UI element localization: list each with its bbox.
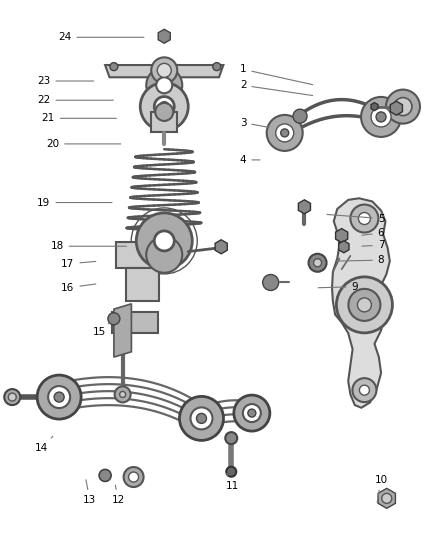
Polygon shape [390, 101, 403, 115]
Polygon shape [332, 198, 390, 408]
Circle shape [308, 254, 327, 272]
Circle shape [4, 389, 20, 405]
Text: 17: 17 [61, 259, 96, 269]
Polygon shape [215, 240, 227, 254]
Text: 11: 11 [226, 473, 239, 491]
Circle shape [156, 77, 172, 93]
Circle shape [386, 90, 420, 124]
Circle shape [151, 58, 177, 83]
Polygon shape [114, 304, 131, 357]
Circle shape [191, 407, 212, 430]
Circle shape [360, 385, 369, 395]
Text: 9: 9 [318, 282, 358, 292]
Circle shape [394, 98, 412, 116]
Circle shape [155, 103, 173, 121]
Circle shape [154, 231, 174, 251]
Circle shape [361, 97, 401, 137]
Circle shape [180, 397, 223, 440]
Text: 8: 8 [336, 255, 385, 265]
Circle shape [99, 470, 111, 481]
Circle shape [314, 259, 321, 267]
Circle shape [357, 298, 371, 312]
Bar [151, 112, 177, 132]
Text: 10: 10 [374, 475, 388, 503]
Circle shape [157, 63, 171, 77]
Circle shape [115, 386, 131, 402]
Circle shape [120, 391, 126, 398]
Text: 6: 6 [362, 228, 385, 238]
Circle shape [129, 472, 138, 482]
Polygon shape [298, 200, 311, 214]
Text: 7: 7 [362, 240, 385, 250]
Text: 3: 3 [240, 118, 269, 127]
Circle shape [353, 378, 376, 402]
Polygon shape [339, 241, 349, 253]
Text: 23: 23 [37, 76, 94, 86]
Text: 16: 16 [61, 283, 96, 293]
Circle shape [281, 129, 289, 137]
Circle shape [146, 237, 182, 273]
Circle shape [124, 467, 144, 487]
Circle shape [159, 102, 169, 111]
Circle shape [248, 409, 256, 417]
Circle shape [146, 67, 182, 103]
Circle shape [37, 375, 81, 419]
Circle shape [350, 205, 378, 232]
Text: 1: 1 [240, 64, 313, 85]
Circle shape [197, 414, 206, 423]
Circle shape [54, 392, 64, 402]
Polygon shape [112, 312, 158, 333]
Circle shape [358, 213, 371, 224]
Circle shape [140, 83, 188, 131]
Circle shape [293, 109, 307, 123]
Text: 2: 2 [240, 80, 313, 95]
Circle shape [108, 313, 120, 325]
Circle shape [48, 386, 70, 408]
Text: 18: 18 [50, 241, 127, 251]
Text: 20: 20 [46, 139, 121, 149]
Polygon shape [378, 488, 396, 508]
Text: 5: 5 [327, 214, 385, 223]
Circle shape [213, 62, 221, 71]
Text: 15: 15 [93, 324, 109, 336]
Circle shape [8, 393, 16, 401]
Bar [126, 268, 159, 301]
Text: 13: 13 [83, 480, 96, 505]
Text: 4: 4 [240, 155, 260, 165]
Text: 24: 24 [58, 33, 144, 42]
Text: 14: 14 [35, 437, 53, 453]
Text: 22: 22 [37, 95, 113, 105]
Text: 19: 19 [37, 198, 112, 207]
Text: 12: 12 [112, 485, 125, 505]
Circle shape [110, 62, 118, 71]
Circle shape [226, 467, 236, 477]
Polygon shape [371, 102, 378, 111]
Circle shape [371, 107, 391, 127]
Polygon shape [336, 229, 348, 243]
Circle shape [336, 277, 392, 333]
Circle shape [225, 432, 237, 444]
Bar [116, 242, 164, 268]
Circle shape [243, 404, 261, 422]
Polygon shape [158, 29, 170, 43]
Circle shape [154, 96, 174, 117]
Text: 21: 21 [42, 114, 117, 123]
Circle shape [136, 213, 192, 269]
Circle shape [376, 112, 386, 122]
Circle shape [348, 289, 381, 321]
Circle shape [276, 124, 294, 142]
Circle shape [234, 395, 270, 431]
Circle shape [382, 494, 392, 503]
Circle shape [267, 115, 303, 151]
Polygon shape [105, 65, 223, 77]
Circle shape [263, 274, 279, 290]
